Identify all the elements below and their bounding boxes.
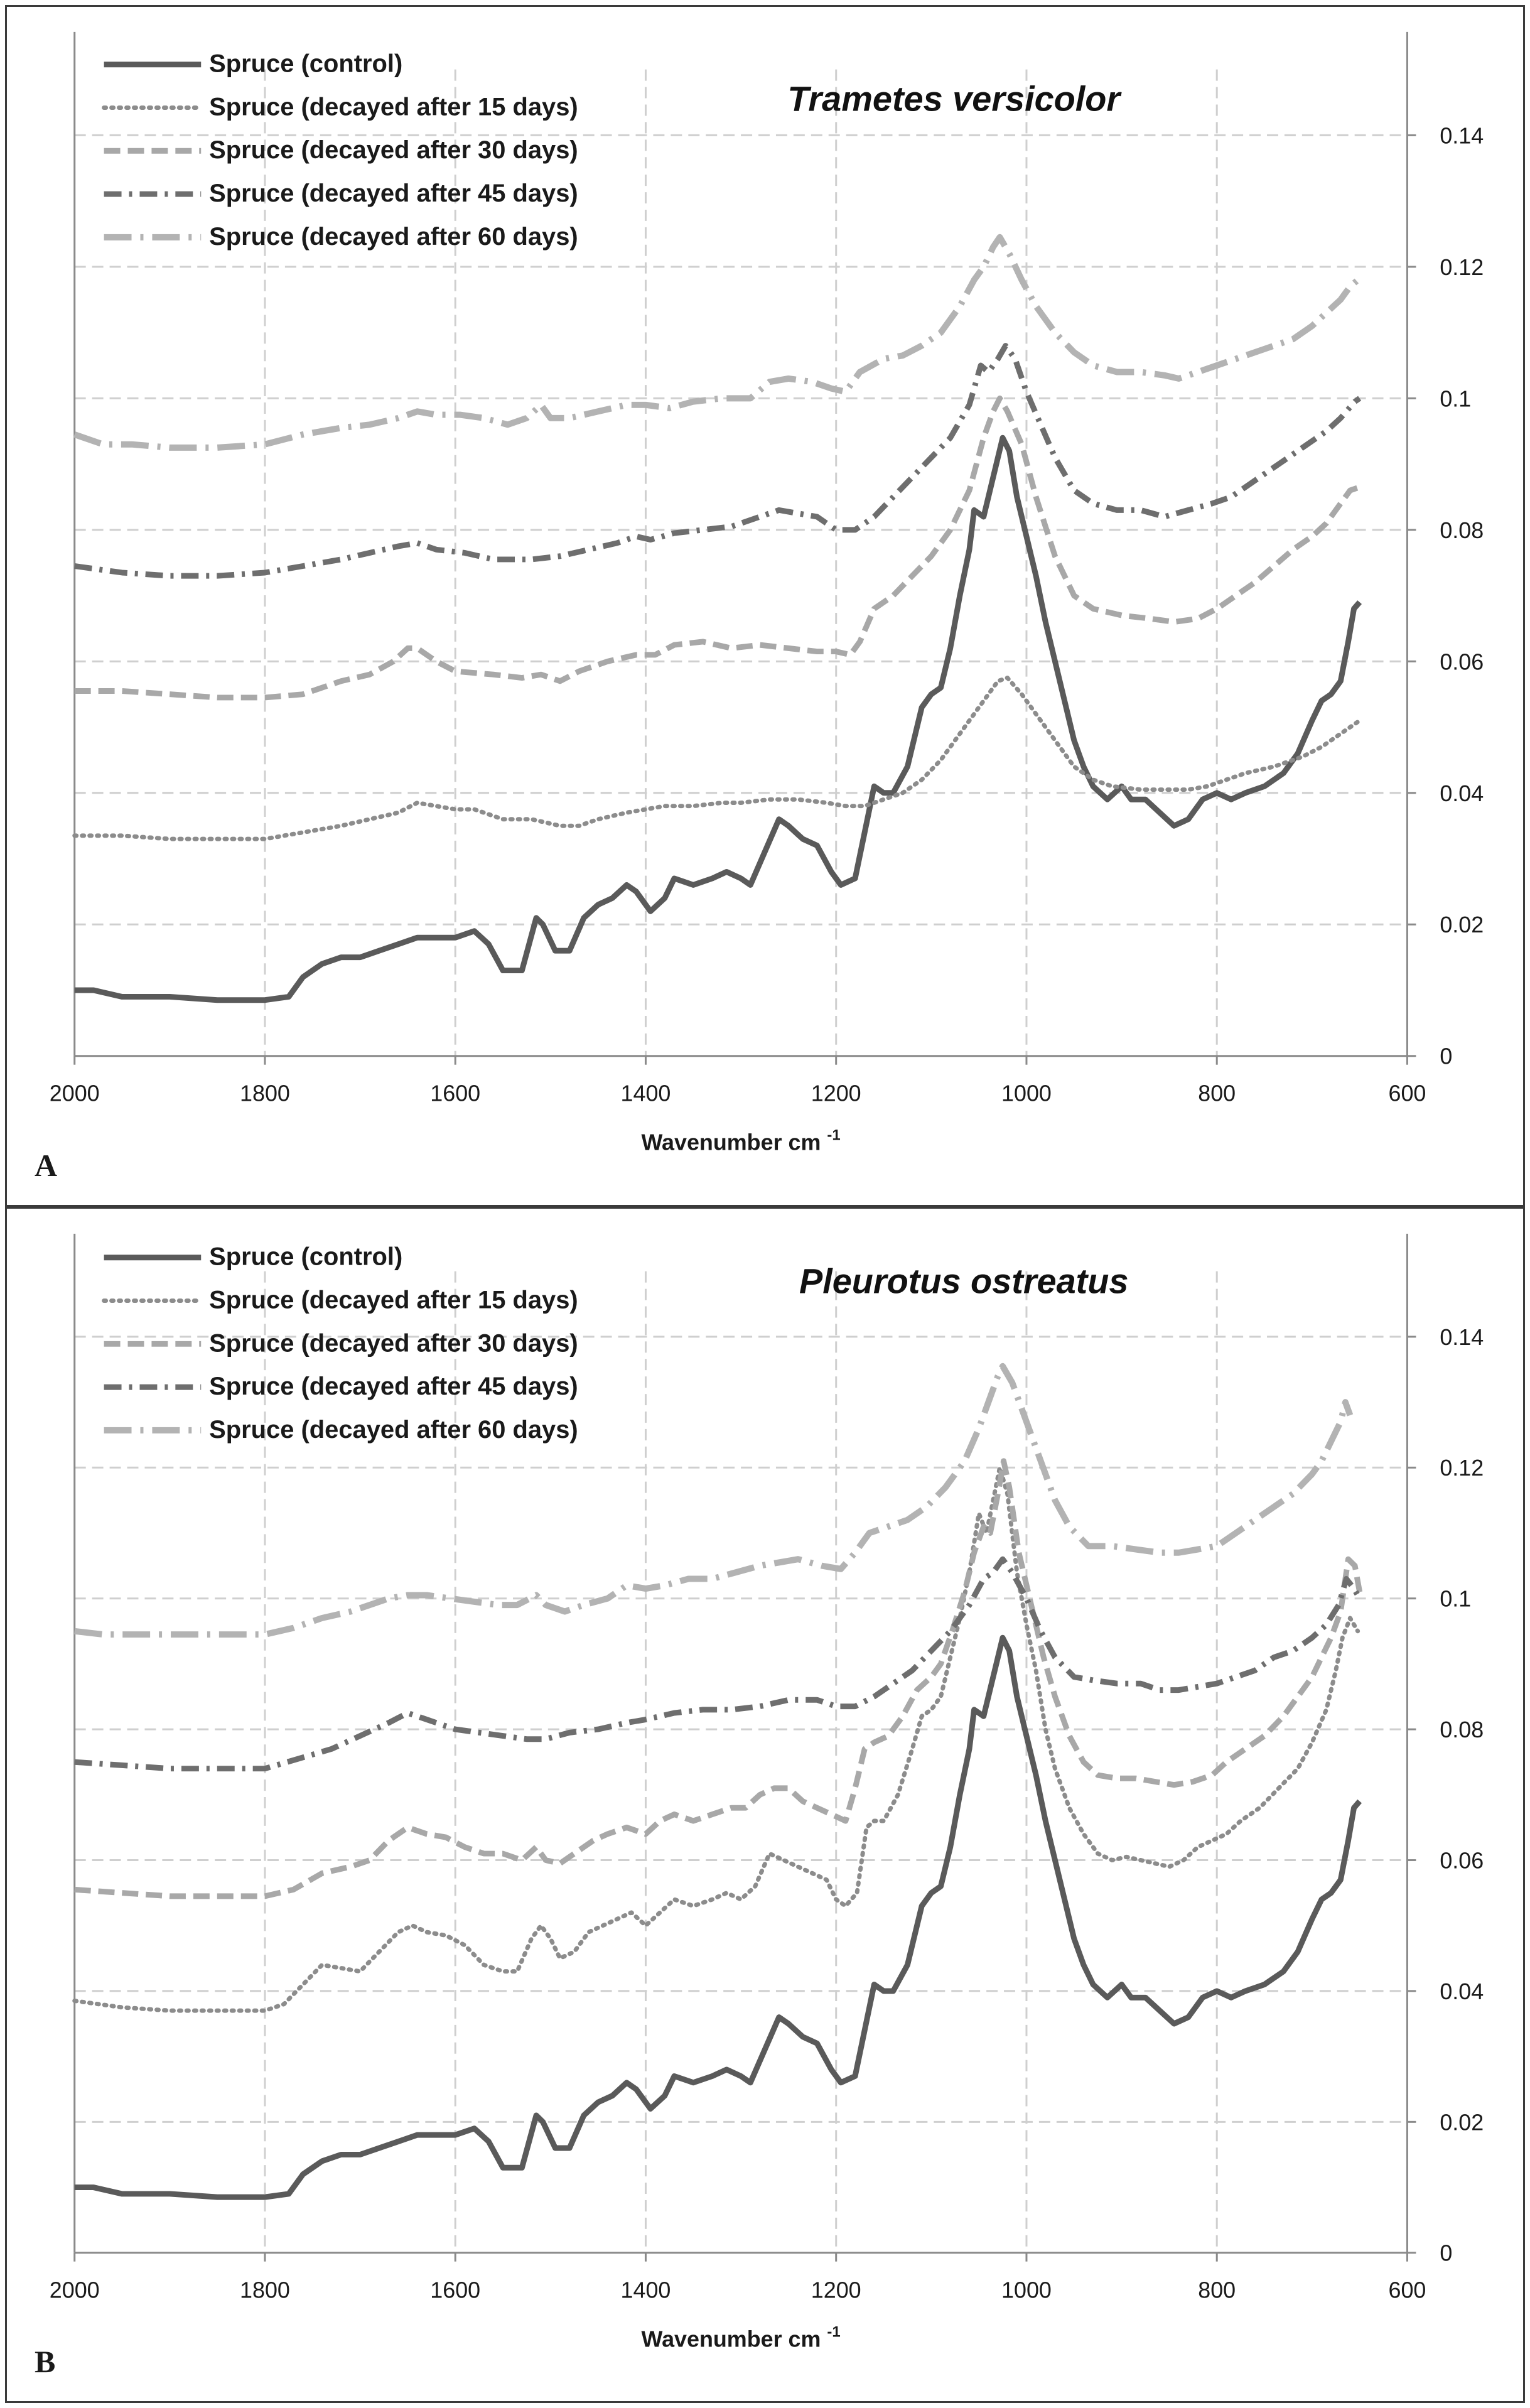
chart-b-svg: 2000 1800 1600 1400 1200 1000 800 600 0 0.02 0.04 0…: [50, 1233, 1484, 2351]
x-tick-label: 600: [1389, 2278, 1426, 2303]
y-tick-label: 0.04: [1440, 781, 1484, 806]
legend-label-1: Spruce (decayed after 15 days): [209, 1287, 578, 1314]
x-tick-label: 800: [1198, 2278, 1236, 2303]
legend-label-3: Spruce (decayed after 45 days): [209, 180, 578, 207]
y-tick-label: 0.12: [1440, 1455, 1484, 1481]
y-tick-label: 0.02: [1440, 912, 1484, 937]
x-tick-label: 2000: [50, 2278, 100, 2303]
chart-title: Pleurotus ostreatus: [799, 1261, 1128, 1301]
chart-panel-a: 2000 1800 1600 1400 1200 1000 800 600 0 0.02 0.04 0…: [5, 5, 1525, 1207]
series-line-3: [74, 343, 1362, 579]
legend-label-3: Spruce (decayed after 45 days): [209, 1373, 578, 1400]
x-tick-label: 1600: [430, 2278, 480, 2303]
series-lines: [72, 1363, 1363, 2200]
y-tick-label: 0.14: [1440, 123, 1484, 148]
y-tick-label: 0.06: [1440, 1848, 1484, 1873]
panel-label-a: A: [35, 1148, 58, 1183]
x-tick-label: 800: [1198, 1081, 1236, 1106]
x-tick-label: 1800: [240, 2278, 290, 2303]
series-line-3: [74, 1556, 1362, 1772]
series-line-4: [73, 234, 1360, 451]
x-tick-label: 1400: [621, 1081, 671, 1106]
y-tick-label: 0.08: [1440, 1717, 1484, 1742]
y-tick-label: 0: [1440, 1044, 1452, 1069]
y-tick-label: 0.1: [1440, 386, 1471, 411]
gridlines: [74, 69, 1408, 1056]
x-tick-label: 1200: [811, 2278, 861, 2303]
x-axis-title: Wavenumber cm -1: [642, 2323, 841, 2351]
y-tick-label: 0.08: [1440, 518, 1484, 543]
x-tick-label: 1000: [1001, 1081, 1052, 1106]
legend-label-4: Spruce (decayed after 60 days): [209, 1416, 578, 1444]
y-tick-label: 0.04: [1440, 1979, 1484, 2004]
x-axis-title-text: Wavenumber cm: [642, 2326, 827, 2351]
panel-label-b: B: [35, 2344, 56, 2379]
y-tick-label: 0.14: [1440, 1325, 1484, 1350]
y-tick-label: 0.12: [1440, 255, 1484, 280]
y-tick-label: 0.02: [1440, 2110, 1484, 2135]
legend-label-4: Spruce (decayed after 60 days): [209, 223, 578, 251]
chart-a-svg: 2000 1800 1600 1400 1200 1000 800 600 0 0.02 0.04 0…: [50, 31, 1484, 1155]
legend-label-1: Spruce (decayed after 15 days): [209, 93, 578, 121]
x-axis-title-superscript: -1: [827, 2323, 840, 2340]
x-axis-title-superscript: -1: [827, 1126, 840, 1143]
y-tick-label: 0.1: [1440, 1587, 1471, 1612]
legend-label-0: Spruce (control): [209, 50, 402, 78]
x-tick-label: 600: [1389, 1081, 1426, 1106]
series-line-2: [74, 1458, 1363, 1899]
legend: Spruce (control) Spruce (decayed after 15…: [102, 50, 578, 251]
series-line-1: [72, 676, 1362, 841]
series-line-0: [74, 1634, 1362, 2200]
chart-panel-b: 2000 1800 1600 1400 1200 1000 800 600 0 0.02 0.04 0…: [5, 1207, 1525, 2403]
series-line-0: [74, 435, 1362, 1003]
x-tick-label: 1200: [811, 1081, 861, 1106]
legend: Spruce (control) Spruce (decayed after 15…: [102, 1243, 578, 1444]
x-axis-title: Wavenumber cm -1: [642, 1126, 841, 1155]
series-line-4: [74, 1363, 1354, 1638]
y-tick-label: 0: [1440, 2241, 1452, 2266]
x-tick-label: 1600: [430, 1081, 480, 1106]
x-tick-label: 2000: [50, 1081, 100, 1106]
x-tick-label: 1800: [240, 1081, 290, 1106]
y-tick-label: 0.06: [1440, 649, 1484, 674]
legend-label-0: Spruce (control): [209, 1243, 402, 1271]
series-line-2: [74, 395, 1361, 701]
x-tick-label: 1000: [1001, 2278, 1052, 2303]
series-line-1: [72, 1465, 1360, 2013]
legend-label-2: Spruce (decayed after 30 days): [209, 1329, 578, 1357]
series-lines: [72, 234, 1362, 1003]
chart-title: Trametes versicolor: [787, 78, 1122, 118]
x-axis-title-text: Wavenumber cm: [642, 1130, 827, 1155]
x-tick-label: 1400: [621, 2278, 671, 2303]
legend-label-2: Spruce (decayed after 30 days): [209, 136, 578, 164]
